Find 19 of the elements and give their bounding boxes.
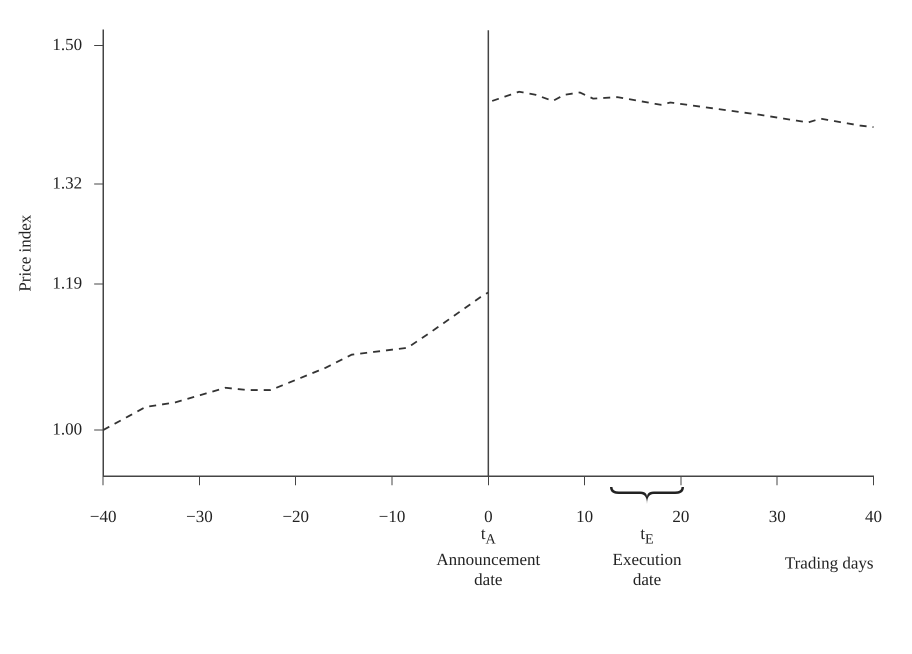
ref-line-label: t$_{A}$ Announcement date <box>436 524 540 590</box>
y-tick-label: 1.32 <box>52 173 82 192</box>
x-tick-label: −40 <box>90 506 116 526</box>
line-series <box>103 292 490 431</box>
x-tick-label: −20 <box>282 506 310 526</box>
y-tick-label: 1.00 <box>52 420 82 439</box>
y-tick-label: 1.19 <box>52 273 82 292</box>
x-tick-label: 0 <box>484 506 493 526</box>
x-tick-label: 10 <box>576 506 594 526</box>
x-tick-label: −10 <box>378 506 406 526</box>
x-tick-label: −30 <box>186 506 213 526</box>
x-axis-title: Trading days <box>784 553 874 572</box>
x-tick-label: 30 <box>768 506 786 526</box>
x-tick-label: 20 <box>672 506 690 526</box>
y-axis-title: Price index <box>16 214 35 292</box>
y-tick-label: 1.50 <box>52 35 82 54</box>
line-series <box>491 90 874 128</box>
x-tick-label: 40 <box>865 506 882 526</box>
text: t$_{E}$ Execution date <box>612 524 682 590</box>
